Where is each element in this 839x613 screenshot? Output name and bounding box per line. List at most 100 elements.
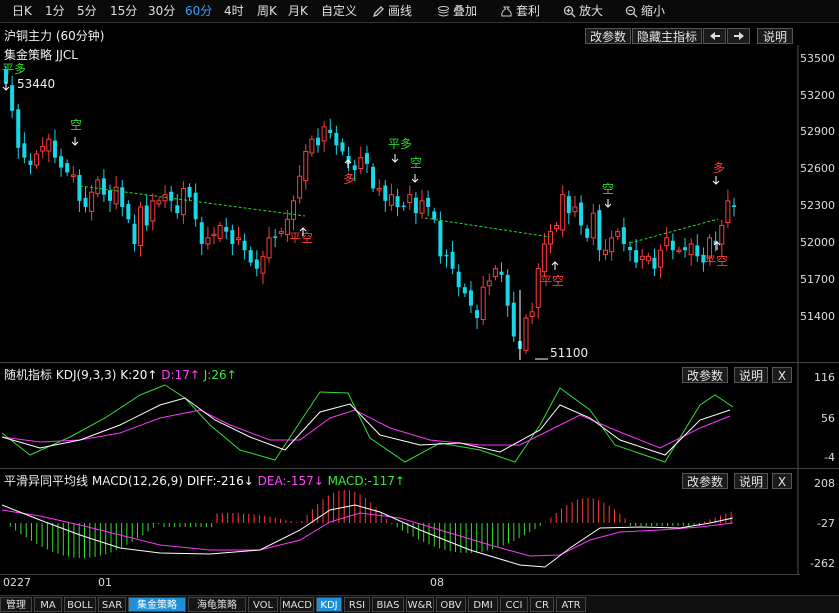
- indicator-tab-6[interactable]: VOL: [248, 597, 278, 612]
- candle-body-up: [358, 157, 364, 170]
- indicator-tab-2[interactable]: BOLL: [64, 597, 96, 612]
- kdj-name: 随机指标: [4, 368, 53, 382]
- arrow-up-icon: [713, 241, 721, 250]
- signal-label: 多: [343, 172, 355, 186]
- indicator-tab-14[interactable]: CCI: [500, 597, 528, 612]
- period-day-k[interactable]: 日K: [12, 4, 32, 18]
- candle-body-down: [22, 143, 27, 158]
- kdj-j-line: [1, 384, 734, 463]
- kdj-change-params-button[interactable]: 改参数: [682, 367, 728, 383]
- candle-body-up: [113, 186, 119, 205]
- pencil-icon: [372, 6, 384, 18]
- period-15min[interactable]: 15分: [110, 4, 138, 18]
- scroll-right-button[interactable]: [727, 28, 750, 44]
- indicator-tab-4[interactable]: 集金策略: [128, 597, 186, 612]
- kdj-close-button[interactable]: X: [772, 367, 792, 383]
- period-60min[interactable]: 60分: [185, 4, 213, 18]
- candle-body-down: [670, 240, 675, 251]
- candle-body-down: [732, 205, 736, 207]
- arbitrage-button[interactable]: 套利: [500, 3, 540, 19]
- macd-tick-208: 208: [814, 477, 835, 490]
- candle-body-down: [187, 187, 192, 198]
- candle-body-down: [352, 165, 357, 170]
- period-30min[interactable]: 30分: [148, 4, 176, 18]
- signal-label: 多: [713, 161, 725, 175]
- overlay-button[interactable]: 叠加: [437, 3, 477, 19]
- candle-body-down: [652, 257, 657, 269]
- macd-value: MACD:-117↑: [327, 474, 405, 488]
- indicator-tab-16[interactable]: ATR: [556, 597, 586, 612]
- high-price-label: 53440: [17, 77, 56, 91]
- macd-name: 平滑异同平均线: [4, 474, 89, 488]
- zoom-out-button[interactable]: 缩小: [625, 3, 665, 19]
- indicator-tab-15[interactable]: CR: [530, 597, 554, 612]
- indicator-tab-3[interactable]: SAR: [98, 597, 126, 612]
- candle-body-up: [615, 231, 621, 237]
- candle-body-down: [364, 153, 369, 164]
- candle-body-down: [328, 129, 333, 133]
- indicator-tab-7[interactable]: MACD: [280, 597, 314, 612]
- scroll-left-button[interactable]: [703, 28, 726, 44]
- candle-body-down: [10, 85, 15, 111]
- signal-label: 空: [410, 156, 422, 170]
- zoom-in-label: 放大: [579, 4, 604, 18]
- y-tick-52600: 52600: [800, 162, 835, 175]
- period-4hour[interactable]: 4时: [224, 4, 244, 18]
- y-tick-52300: 52300: [800, 199, 835, 212]
- candle-body-down: [340, 142, 345, 152]
- period-week-k[interactable]: 周K: [257, 4, 277, 18]
- indicator-tab-0[interactable]: 管理: [0, 597, 32, 612]
- candle-body-up: [590, 212, 596, 239]
- indicator-tab-11[interactable]: W&R: [406, 597, 434, 612]
- macd-change-params-button[interactable]: 改参数: [682, 473, 728, 489]
- indicator-tab-12[interactable]: OBV: [436, 597, 466, 612]
- main-change-params-button[interactable]: 改参数: [585, 28, 631, 44]
- candle-body-down: [101, 178, 106, 195]
- indicator-tab-13[interactable]: DMI: [468, 597, 498, 612]
- candle-body-up: [419, 200, 425, 214]
- candle-body-up: [388, 194, 394, 206]
- candle-body-up: [284, 218, 290, 236]
- candle-body-down: [499, 271, 504, 275]
- candle-body-down: [108, 190, 112, 201]
- candle-body-up: [211, 233, 217, 237]
- candle-body-up: [40, 146, 46, 152]
- indicator-tab-10[interactable]: BIAS: [372, 597, 404, 612]
- candle-body-up: [180, 188, 186, 216]
- period-1min[interactable]: 1分: [45, 4, 65, 18]
- candle-body-up: [645, 255, 651, 262]
- candle-body-down: [444, 254, 449, 257]
- draw-line-button[interactable]: 画线: [372, 3, 412, 19]
- hide-main-indicator-button[interactable]: 隐藏主指标: [632, 28, 702, 44]
- period-custom[interactable]: 自定义: [321, 4, 358, 18]
- indicator-tab-1[interactable]: MA: [34, 597, 62, 612]
- low-price-label: 51100: [550, 346, 589, 360]
- candle-body-down: [683, 247, 688, 251]
- candle-body-down: [566, 196, 571, 214]
- kdj-help-button[interactable]: 说明: [734, 367, 768, 383]
- macd-help-button[interactable]: 说明: [734, 473, 768, 489]
- y-tick-51400: 51400: [800, 310, 835, 323]
- period-5min[interactable]: 5分: [77, 4, 97, 18]
- indicator-tab-5[interactable]: 海龟策略: [188, 597, 246, 612]
- signal-label: 空: [602, 182, 614, 196]
- candle-body-down: [695, 245, 700, 257]
- candle-body-down: [468, 290, 473, 306]
- indicator-tab-8[interactable]: KDJ: [316, 597, 342, 612]
- period-month-k[interactable]: 月K: [288, 4, 308, 18]
- indicator-tab-9[interactable]: RSI: [344, 597, 370, 612]
- candle-body-up: [266, 237, 272, 259]
- candle-body-down: [230, 230, 235, 244]
- candle-body-up: [725, 200, 731, 224]
- arrow-up-icon: [299, 227, 307, 236]
- candle-body-down: [597, 210, 602, 251]
- candle-body-up: [664, 237, 670, 247]
- period-toolbar: 日K 1分 5分 15分 30分 60分 4时 周K 月K 自定义 画线 叠加 …: [0, 0, 839, 23]
- zoom-in-button[interactable]: 放大: [563, 3, 603, 19]
- candle-body-up: [205, 237, 211, 245]
- main-help-button[interactable]: 说明: [757, 28, 793, 44]
- arrow-down-icon: [712, 176, 720, 185]
- macd-close-button[interactable]: X: [772, 473, 792, 489]
- candle-body-down: [4, 69, 8, 84]
